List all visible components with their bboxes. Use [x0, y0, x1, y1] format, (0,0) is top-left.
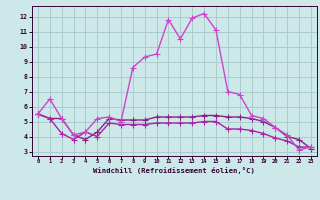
X-axis label: Windchill (Refroidissement éolien,°C): Windchill (Refroidissement éolien,°C) — [93, 167, 255, 174]
